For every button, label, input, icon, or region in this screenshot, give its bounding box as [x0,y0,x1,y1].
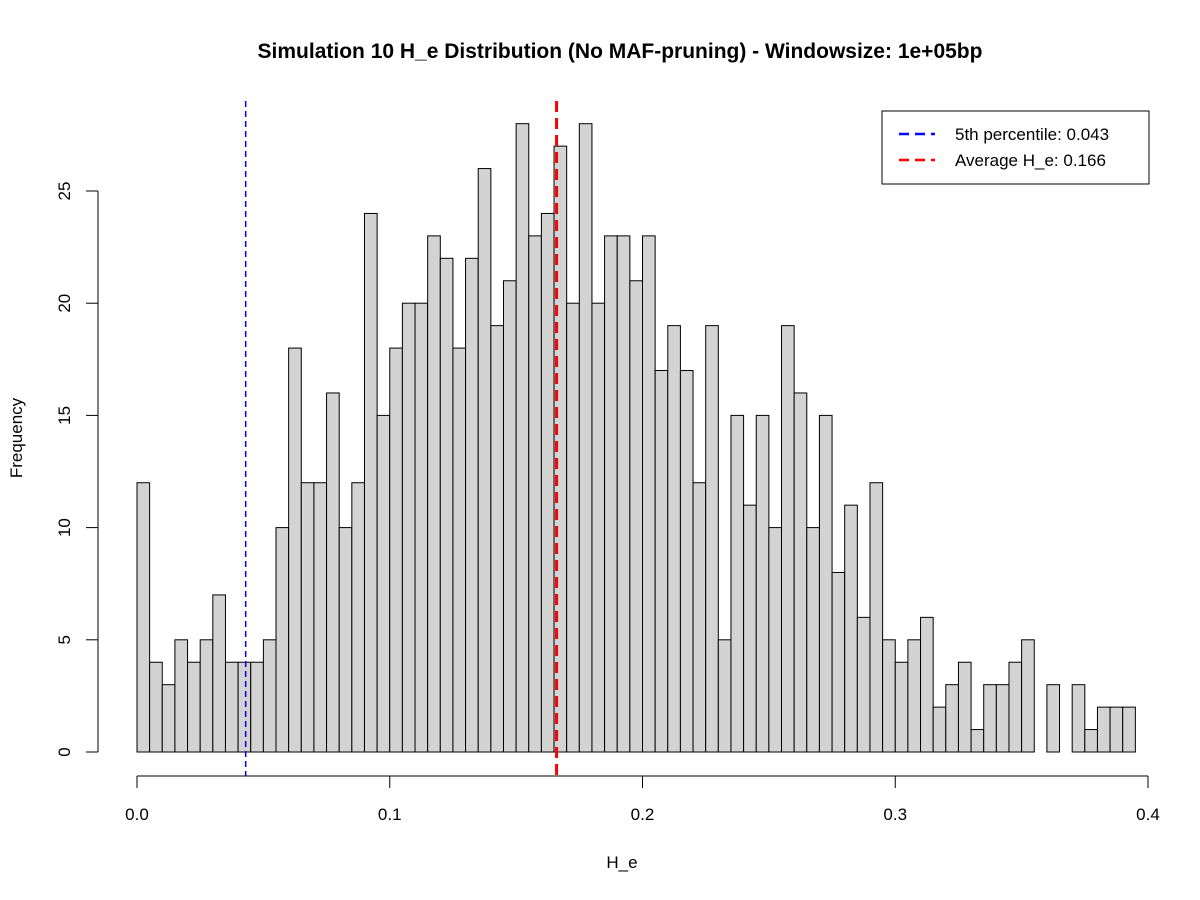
x-axis: 0.0 0.1 0.2 0.3 0.4 [125,775,1160,824]
histogram-bar [995,684,1010,753]
reference-lines [244,101,559,776]
histogram-bar [730,414,745,753]
histogram-bar [566,302,580,753]
histogram-bar [591,302,606,753]
histogram-bar [983,684,997,753]
histogram-bars [136,123,1136,753]
y-tick-label: 15 [55,406,74,425]
histogram-bar [477,168,492,753]
histogram-bar [262,639,277,753]
histogram-bar [452,347,467,753]
x-tick-label: 0.4 [1136,805,1160,824]
legend: 5th percentile: 0.043 Average H_e: 0.166 [881,110,1150,185]
x-tick-label: 0.3 [883,805,907,824]
y-axis: 0 5 10 15 20 25 [55,182,99,757]
histogram-bar [515,123,530,753]
y-axis-label: Frequency [7,397,26,478]
histogram-bar [351,482,365,753]
y-tick-label: 25 [55,182,74,201]
x-tick-label: 0.0 [125,805,149,824]
histogram-bar [743,504,757,753]
histogram-bar [1109,706,1124,753]
histogram-bar [869,482,884,753]
histogram-bar [1046,684,1061,753]
histogram-bar [439,257,454,753]
histogram-bar [705,325,719,753]
x-axis-label: H_e [606,853,637,872]
histogram-bar [654,370,669,753]
histogram-bar [326,392,340,753]
histogram-bar [363,212,378,753]
histogram-bar [629,280,643,753]
histogram-bar [149,661,163,753]
histogram-bar [414,302,429,753]
histogram-bar [818,414,833,753]
histogram-bar [616,235,631,753]
legend-label-5th-percentile: 5th percentile: 0.043 [955,125,1109,144]
histogram-bar [1008,661,1023,753]
histogram-bar [199,639,214,753]
chart-title: Simulation 10 H_e Distribution (No MAF-p… [258,40,983,63]
y-tick-label: 0 [55,747,74,756]
histogram-bar [1096,706,1111,753]
histogram-bar [528,235,542,753]
histogram-bar [932,706,947,753]
histogram-bar [604,235,618,753]
histogram-bar [882,639,896,753]
histogram-bar [692,482,707,753]
histogram-bar [502,280,517,753]
histogram-bar [793,392,808,753]
y-tick-label: 5 [55,635,74,644]
histogram-bar [187,661,201,753]
histogram-bar [275,527,290,753]
histogram-bar [920,616,934,753]
histogram-bar [856,616,871,753]
histogram-bar [970,729,985,753]
histogram-bar [894,661,909,753]
histogram-bar [755,414,770,753]
legend-label-average: Average H_e: 0.166 [955,151,1106,170]
histogram-bar [907,639,922,753]
histogram-bar [136,482,151,753]
histogram-bar [667,325,681,753]
x-tick-label: 0.1 [378,805,402,824]
histogram-bar [427,235,441,753]
histogram-bar [313,482,328,753]
histogram-bar [1071,684,1086,753]
histogram-bar [679,370,694,753]
y-tick-label: 20 [55,294,74,313]
histogram-bar [300,482,315,753]
histogram-bar [212,594,226,753]
histogram-bar [806,527,820,753]
histogram-bar [844,504,858,753]
histogram-bar [224,661,239,753]
histogram-bar [376,414,391,753]
histogram-bar [401,302,416,753]
histogram-bar [490,325,504,753]
y-tick-label: 10 [55,518,74,537]
histogram-bar [717,639,732,753]
histogram-bar [781,325,795,753]
histogram-bar [1084,729,1098,753]
x-tick-label: 0.2 [631,805,655,824]
histogram-bar [174,639,189,753]
histogram-bar [1021,639,1035,753]
histogram-bar [578,123,593,753]
histogram-bar [465,257,479,753]
histogram-bar [768,527,783,753]
histogram-bar [831,571,846,753]
histogram-bar [540,212,555,753]
histogram-bar [161,684,176,753]
histogram-bar [957,661,972,753]
histogram-bar [338,527,353,753]
histogram-bar [288,347,302,753]
histogram-bar [945,684,959,753]
histogram-bar [642,235,656,753]
histogram-bar [237,661,252,753]
legend-box [881,110,1150,185]
histogram-bar [250,661,264,753]
histogram-bar [1122,706,1136,753]
histogram-bar [389,347,403,753]
